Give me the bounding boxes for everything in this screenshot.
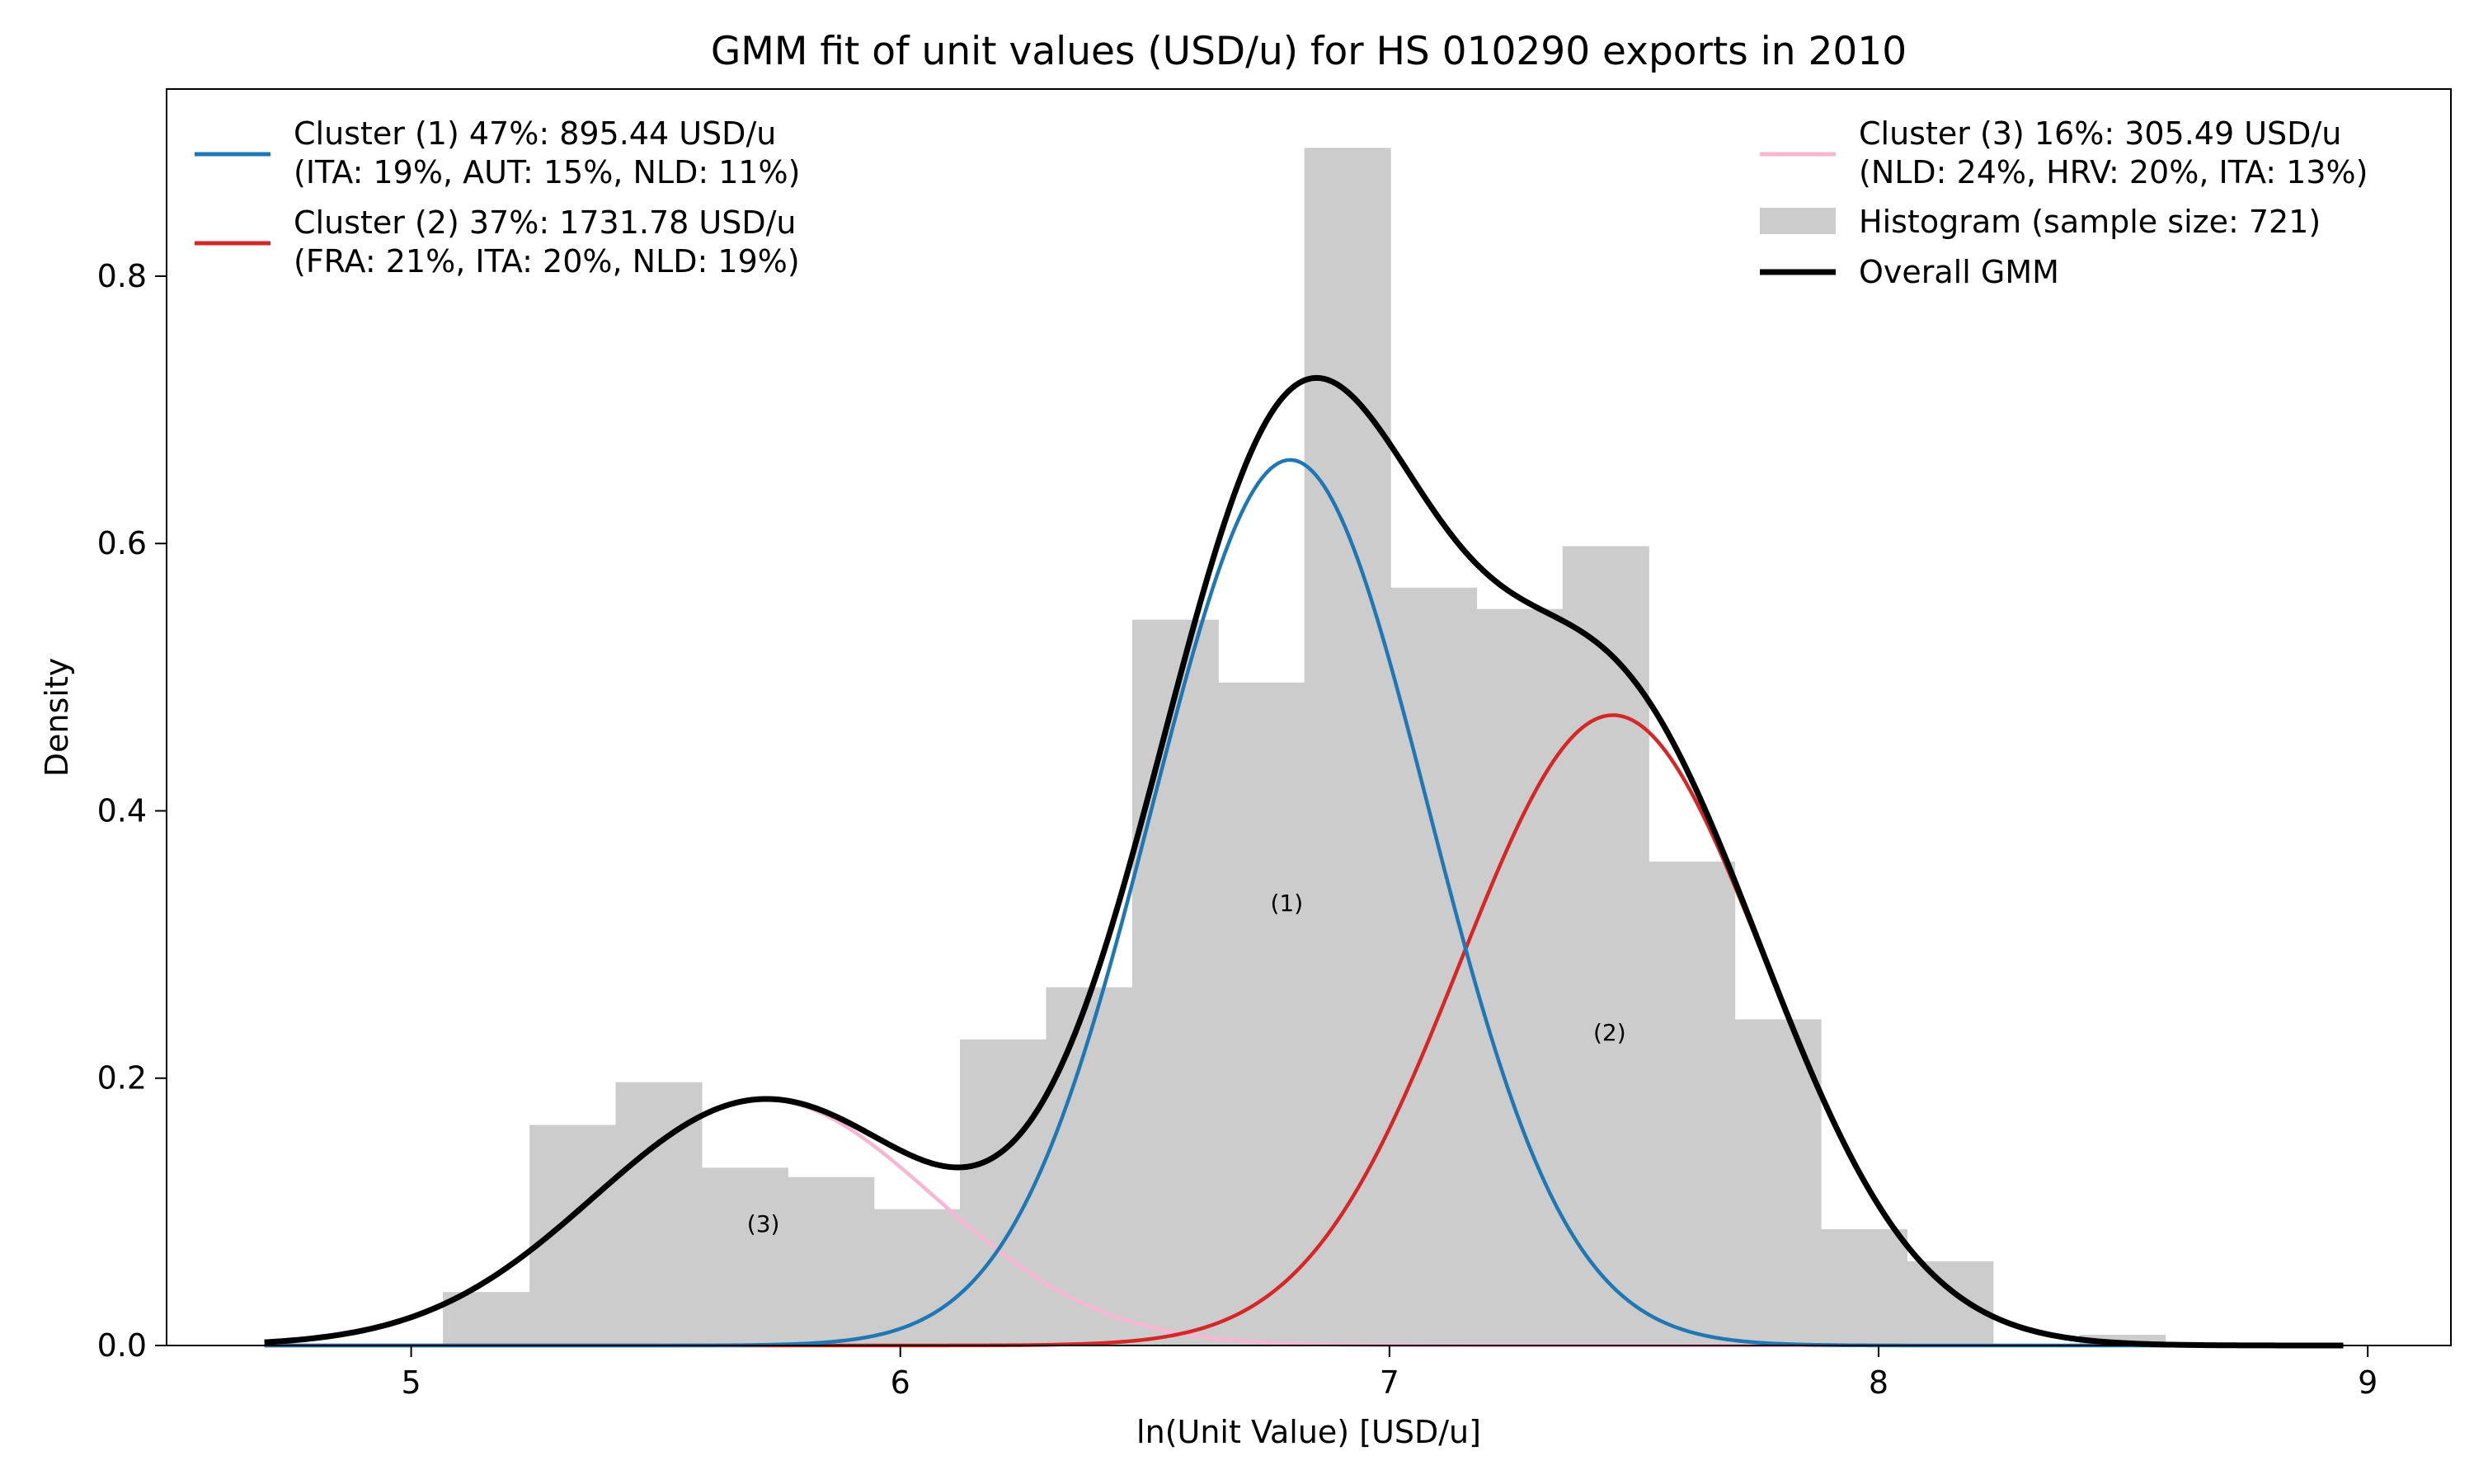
- histogram-bar: [1476, 608, 1564, 1345]
- histogram-bar: [1734, 1019, 1822, 1345]
- legend-label-cluster-3-line-2: (NLD: 24%, HRV: 20%, ITA: 13%): [1859, 154, 2368, 190]
- histogram-bar: [1821, 1228, 1908, 1345]
- histogram-bar: [1131, 619, 1219, 1345]
- annotation-cluster-1: (1): [1270, 890, 1303, 917]
- histogram-bar: [1649, 862, 1736, 1345]
- x-tick-label: 8: [1869, 1364, 1888, 1401]
- x-axis: 5 6 7 8 9: [401, 1345, 2378, 1401]
- x-tick-label: 6: [891, 1364, 910, 1401]
- y-tick-label: 0.8: [97, 258, 147, 294]
- x-tick-label: 9: [2358, 1364, 2378, 1401]
- y-axis-label: Density: [39, 658, 75, 777]
- x-axis-label: ln(Unit Value) [USD/u]: [1136, 1414, 1481, 1450]
- annotation-cluster-3: (3): [747, 1210, 780, 1237]
- curve-overall-gmm: [264, 374, 2344, 1349]
- legend-label-cluster-2-line-1: Cluster (2) 37%: 1731.78 USD/u: [294, 204, 797, 241]
- histogram-bar: [529, 1125, 617, 1345]
- histogram-bar: [1907, 1261, 1994, 1345]
- histogram-bar: [1562, 546, 1649, 1345]
- annotation-cluster-2: (2): [1593, 1019, 1626, 1046]
- legend-label-cluster-1-line-1: Cluster (1) 47%: 895.44 USD/u: [294, 115, 776, 152]
- legend-left: Cluster (1) 47%: 895.44 USD/u (ITA: 19%,…: [195, 115, 801, 279]
- legend-label-cluster-2-line-2: (FRA: 21%, ITA: 20%, NLD: 19%): [294, 243, 800, 279]
- plot-area: (1) (2) (3): [264, 148, 2344, 1349]
- histogram-bar: [1304, 148, 1391, 1346]
- histogram-bar: [701, 1167, 788, 1345]
- legend-label-cluster-3-line-1: Cluster (3) 16%: 305.49 USD/u: [1859, 115, 2341, 152]
- legend-label-overall-gmm: Overall GMM: [1859, 254, 2059, 290]
- histogram-bar: [1218, 682, 1305, 1345]
- histogram-bar: [1046, 987, 1133, 1345]
- legend-label-cluster-1-line-2: (ITA: 19%, AUT: 15%, NLD: 11%): [294, 154, 801, 190]
- y-tick-label: 0.0: [97, 1327, 147, 1364]
- plot-frame: [166, 88, 2452, 1346]
- y-tick-label: 0.4: [97, 792, 147, 829]
- legend-swatch-histogram: [1760, 208, 1836, 234]
- chart-title: GMM fit of unit values (USD/u) for HS 01…: [711, 29, 1907, 74]
- histogram-bar: [1390, 587, 1478, 1345]
- legend-right: Cluster (3) 16%: 305.49 USD/u (NLD: 24%,…: [1760, 115, 2368, 290]
- histogram-bar: [873, 1209, 961, 1345]
- y-tick-label: 0.6: [97, 525, 147, 561]
- cluster-annotations: (1) (2) (3): [747, 890, 1626, 1237]
- x-tick-label: 5: [401, 1364, 421, 1401]
- histogram-bar: [960, 1039, 1047, 1345]
- histogram-bar: [788, 1176, 875, 1345]
- histogram-bar: [443, 1292, 530, 1345]
- y-axis: 0.0 0.2 0.4 0.6 0.8: [97, 258, 167, 1364]
- x-tick-label: 7: [1380, 1364, 1399, 1401]
- y-tick-label: 0.2: [97, 1060, 147, 1097]
- legend-label-histogram: Histogram (sample size: 721): [1859, 204, 2321, 240]
